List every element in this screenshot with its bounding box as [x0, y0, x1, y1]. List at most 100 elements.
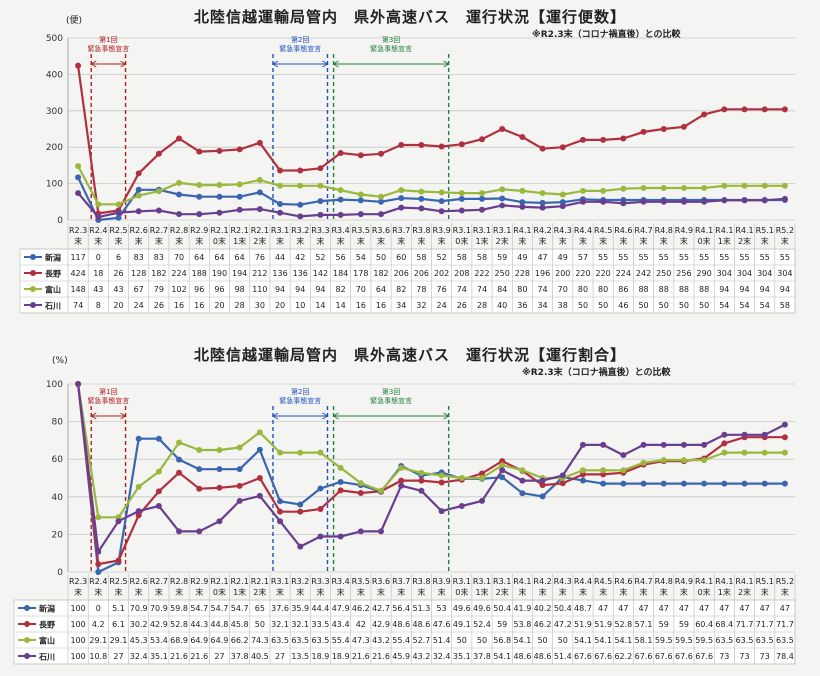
data-label: 51.9	[574, 620, 592, 629]
x-tick-label: R3.5	[352, 226, 370, 235]
declaration-arrow	[332, 412, 339, 420]
data-label: 58	[780, 301, 790, 310]
data-label: 21.6	[372, 652, 390, 661]
data-point	[398, 464, 405, 471]
data-point	[458, 207, 465, 214]
data-label: 62.2	[614, 652, 632, 661]
data-label: 59.5	[695, 636, 713, 645]
data-label: 16	[376, 301, 386, 310]
data-point	[499, 458, 506, 465]
data-label: 49.1	[453, 620, 471, 629]
data-label: 50	[376, 253, 386, 262]
data-label: 43.2	[372, 636, 390, 645]
data-label: 45.8	[231, 620, 249, 629]
data-label: 52.8	[170, 620, 188, 629]
data-point	[680, 441, 687, 448]
legend-marker	[24, 621, 30, 627]
data-label: 55.4	[332, 636, 350, 645]
data-point	[176, 211, 183, 218]
x-tick-label: R2.3	[69, 226, 87, 235]
data-label: 50	[598, 301, 608, 310]
x-tick-label: 末	[135, 587, 143, 597]
data-point	[176, 439, 183, 446]
data-point	[378, 487, 385, 494]
x-tick-label: R2.1	[231, 577, 249, 586]
data-point	[418, 195, 425, 202]
x-tick-label: R3.1	[271, 577, 289, 586]
y-tick-label: 40	[52, 493, 64, 503]
data-label: 136	[293, 269, 308, 278]
data-point	[236, 193, 243, 200]
data-point	[297, 449, 304, 456]
data-label: 42	[295, 253, 305, 262]
data-point	[519, 467, 526, 474]
x-tick-label: R2.9	[190, 226, 208, 235]
data-label: 38	[558, 301, 568, 310]
x-tick-label: 末	[135, 236, 143, 246]
legend-label: 富山	[39, 636, 55, 646]
x-tick-label: R4.2	[533, 577, 551, 586]
data-point	[519, 134, 526, 141]
declaration-arrow	[120, 60, 127, 68]
data-label: 73	[739, 652, 749, 661]
legend-label: 長野	[45, 270, 61, 279]
data-label: 6	[116, 253, 121, 262]
x-tick-label: R4.5	[594, 577, 612, 586]
data-label: 206	[414, 269, 429, 278]
x-tick-label: R3.6	[372, 226, 390, 235]
x-tick-label: 2末	[738, 587, 751, 597]
legend-marker	[30, 254, 36, 260]
data-label: 14	[315, 301, 325, 310]
data-point	[398, 142, 405, 149]
data-point	[337, 150, 344, 157]
data-point	[297, 213, 304, 220]
data-point	[781, 195, 788, 202]
data-point	[519, 203, 526, 210]
data-label: 50	[638, 301, 648, 310]
data-label: 228	[515, 269, 530, 278]
x-tick-label: 2末	[496, 587, 509, 597]
x-tick-label: 末	[518, 236, 526, 246]
data-label: 80	[517, 285, 527, 294]
data-point	[579, 198, 586, 205]
data-point	[317, 533, 324, 540]
data-label: 76	[437, 285, 447, 294]
x-tick-label: 末	[619, 236, 627, 246]
data-label: 53.4	[150, 636, 168, 645]
data-point	[539, 145, 546, 152]
x-tick-label: R4.5	[594, 226, 612, 235]
data-point	[640, 128, 647, 135]
data-label: 30.2	[130, 620, 148, 629]
data-label: 50.4	[493, 604, 511, 613]
data-point	[519, 490, 526, 497]
data-label: 42.9	[372, 620, 390, 629]
data-label: 182	[373, 269, 388, 278]
data-point	[478, 136, 485, 143]
data-point	[660, 480, 667, 487]
data-label: 184	[333, 269, 348, 278]
declaration-label: 緊急事態宣言	[279, 44, 321, 53]
data-label: 54.1	[614, 636, 632, 645]
data-point	[579, 477, 586, 484]
series-line	[77, 176, 785, 222]
data-label: 49	[517, 253, 527, 262]
x-tick-label: 末	[539, 236, 547, 246]
data-point	[277, 449, 284, 456]
data-label: 40.2	[534, 604, 552, 613]
series-line	[77, 65, 785, 215]
y-tick-label: 200	[46, 143, 63, 153]
data-label: 26	[113, 269, 123, 278]
data-point	[579, 187, 586, 194]
data-label: 55	[598, 253, 608, 262]
data-label: 37.8	[231, 652, 249, 661]
data-point	[256, 446, 263, 453]
x-tick-label: 末	[94, 587, 102, 597]
data-point	[438, 472, 445, 479]
data-point	[357, 528, 364, 535]
data-label: 54.7	[190, 604, 208, 613]
data-point	[539, 190, 546, 197]
x-tick-label: R3.9	[432, 226, 450, 235]
data-label: 70.9	[130, 604, 148, 613]
data-point	[559, 480, 566, 487]
data-label: 63.5	[312, 636, 330, 645]
